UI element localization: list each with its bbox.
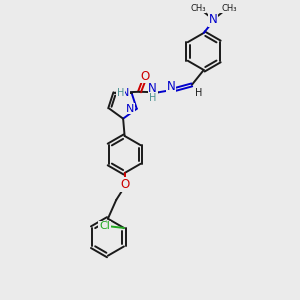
Text: N: N — [167, 80, 175, 93]
Text: N: N — [209, 13, 218, 26]
Text: H: H — [116, 88, 124, 98]
Text: H: H — [149, 93, 156, 103]
Text: N: N — [121, 88, 129, 98]
Text: H: H — [195, 88, 202, 98]
Text: O: O — [120, 178, 129, 191]
Text: Cl: Cl — [99, 221, 110, 231]
Text: CH₃: CH₃ — [190, 4, 206, 13]
Text: O: O — [140, 70, 149, 83]
Text: CH₃: CH₃ — [221, 4, 237, 13]
Text: N: N — [148, 82, 157, 95]
Text: N: N — [126, 104, 134, 114]
